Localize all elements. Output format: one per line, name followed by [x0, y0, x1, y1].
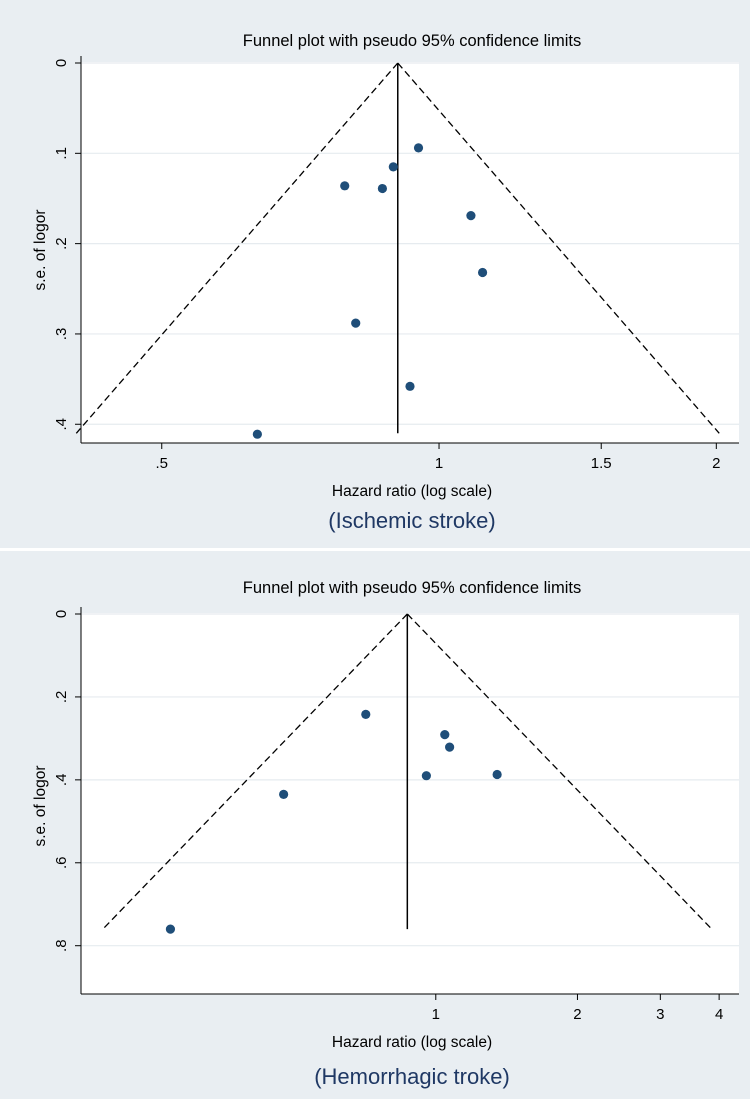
y-tick-label: .6 [53, 857, 70, 870]
study-point [413, 143, 424, 153]
chart-caption: (Hemorrhagic troke) [314, 1064, 510, 1089]
x-tick-label: 2 [573, 1006, 581, 1023]
funnel-plot-hemorrhagic-panel: 0 .2 .4 .6 .8 1 2 3 4 Funnel plot with pseudo 9… [0, 551, 750, 1099]
y-tick-label: .8 [53, 939, 70, 952]
study-point [492, 769, 502, 780]
y-tick-label: .2 [53, 691, 70, 704]
y-axis-title: s.e. of logor [32, 210, 49, 291]
y-axis-ticks: 0 .2 .4 .6 .8 [53, 610, 81, 952]
y-tick-label: .4 [53, 418, 70, 431]
y-tick-label: .4 [53, 774, 70, 787]
y-tick-label: 0 [53, 610, 70, 618]
chart-title: Funnel plot with pseudo 95% confidence l… [243, 32, 581, 50]
plot-area [81, 613, 739, 994]
plot-area [81, 62, 739, 443]
pseudo-confidence-limits [75, 62, 720, 434]
x-axis-ticks: 1 2 3 4 [432, 994, 723, 1023]
x-axis-title: Hazard ratio (log scale) [332, 1034, 492, 1051]
pseudo-confidence-limits [102, 613, 713, 930]
study-point [405, 381, 415, 391]
grid-lines [81, 613, 739, 947]
study-point [252, 429, 262, 439]
y-axis-title: s.e. of logor [32, 766, 49, 847]
study-point [361, 709, 371, 719]
study-point [340, 181, 350, 191]
funnel-plot-hemorrhagic: 0 .2 .4 .6 .8 1 2 3 4 Funnel plot with pseudo 9… [0, 551, 750, 1099]
study-points [252, 143, 488, 439]
lower-confidence-limit [75, 62, 399, 434]
upper-confidence-limit [406, 613, 713, 930]
study-point [279, 789, 289, 799]
y-tick-label: .2 [53, 237, 70, 250]
upper-confidence-limit [397, 62, 720, 434]
study-point [165, 924, 176, 934]
lower-confidence-limit [102, 613, 408, 930]
funnel-plot-ischemic-panel: 0 .1 .2 .3 .4 .5 1 1.5 2 Funnel plot with pseud… [0, 0, 750, 548]
study-point [477, 267, 488, 278]
study-point [377, 183, 387, 194]
x-tick-label: 1 [432, 1006, 440, 1023]
study-point [440, 730, 450, 740]
x-axis-ticks: .5 1 1.5 2 [155, 443, 720, 472]
x-tick-label: 4 [715, 1006, 723, 1023]
y-tick-label: .1 [53, 147, 70, 160]
y-axis-ticks: 0 .1 .2 .3 .4 [53, 59, 81, 431]
study-point [388, 162, 398, 172]
grid-lines [81, 62, 739, 425]
funnel-plot-ischemic: 0 .1 .2 .3 .4 .5 1 1.5 2 Funnel plot with pseud… [0, 0, 750, 548]
study-point [421, 771, 431, 781]
x-tick-label: 3 [656, 1006, 664, 1023]
x-tick-label: .5 [155, 455, 168, 472]
y-tick-label: 0 [53, 59, 70, 67]
chart-caption: (Ischemic stroke) [328, 508, 495, 533]
x-axis-title: Hazard ratio (log scale) [332, 483, 492, 500]
x-tick-label: 1.5 [591, 455, 612, 472]
study-points [165, 709, 502, 934]
study-point [351, 318, 361, 328]
chart-title: Funnel plot with pseudo 95% confidence l… [243, 579, 581, 597]
study-point [466, 211, 476, 221]
y-tick-label: .3 [53, 328, 70, 341]
x-tick-label: 2 [712, 455, 720, 472]
study-point [445, 742, 455, 752]
x-tick-label: 1 [435, 455, 443, 472]
